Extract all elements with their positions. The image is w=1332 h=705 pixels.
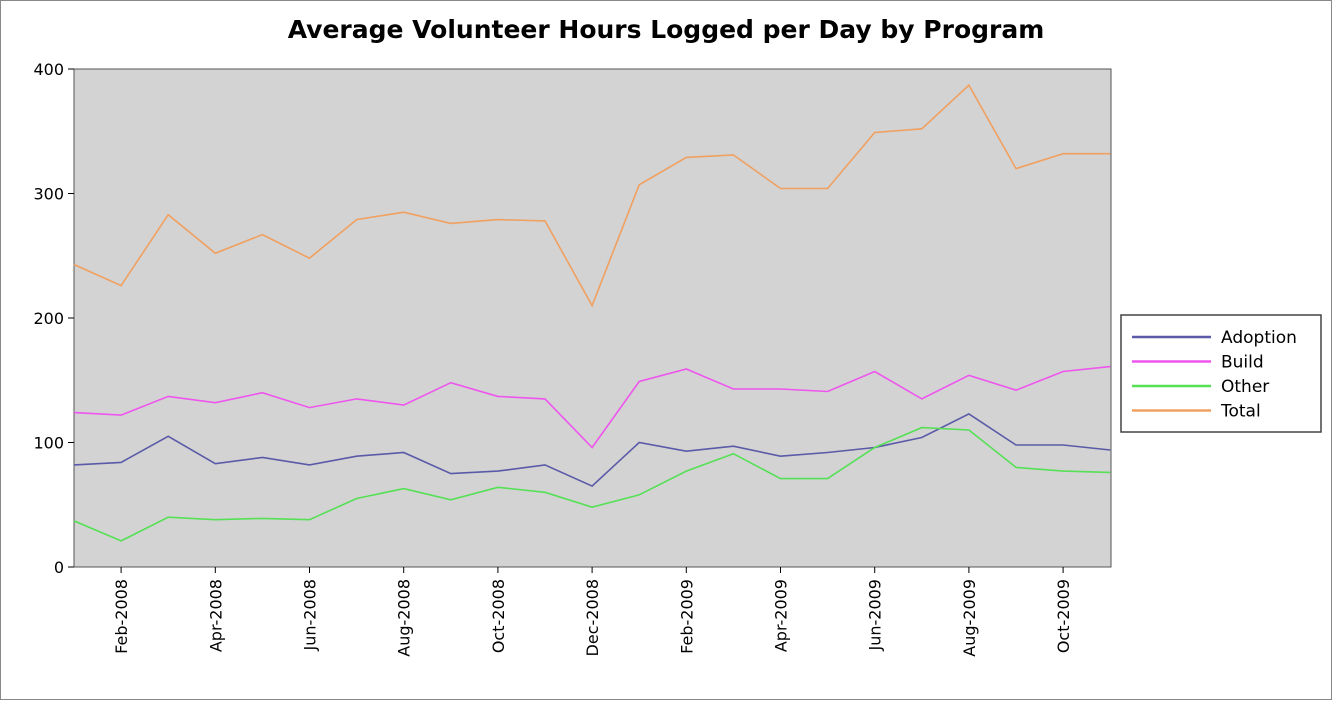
x-tick-label: Apr-2009 bbox=[772, 579, 791, 652]
legend-label-other: Other bbox=[1221, 377, 1269, 397]
x-tick-label: Dec-2008 bbox=[583, 579, 602, 656]
legend-label-build: Build bbox=[1221, 353, 1264, 373]
x-tick-label: Jun-2009 bbox=[866, 579, 885, 652]
x-tick-label: Oct-2009 bbox=[1054, 579, 1073, 653]
chart-title: Average Volunteer Hours Logged per Day b… bbox=[288, 15, 1045, 44]
y-tick-label: 100 bbox=[33, 434, 64, 453]
plot-area bbox=[74, 69, 1111, 567]
legend-label-adoption: Adoption bbox=[1221, 328, 1297, 348]
x-tick-label: Aug-2009 bbox=[960, 579, 979, 657]
y-tick-label: 200 bbox=[33, 309, 64, 328]
y-tick-label: 0 bbox=[54, 558, 64, 577]
legend: Adoption Build Other Total bbox=[1121, 315, 1321, 432]
x-tick-label: Apr-2008 bbox=[206, 579, 225, 652]
x-tick-label: Oct-2008 bbox=[489, 579, 508, 653]
legend-label-total: Total bbox=[1220, 402, 1261, 422]
x-tick-label: Feb-2008 bbox=[112, 579, 131, 654]
x-tick-label: Jun-2008 bbox=[301, 579, 320, 652]
x-tick-label: Aug-2008 bbox=[395, 579, 414, 657]
x-tick-label: Feb-2009 bbox=[677, 579, 696, 654]
y-tick-label: 400 bbox=[33, 60, 64, 79]
y-tick-label: 300 bbox=[33, 185, 64, 204]
